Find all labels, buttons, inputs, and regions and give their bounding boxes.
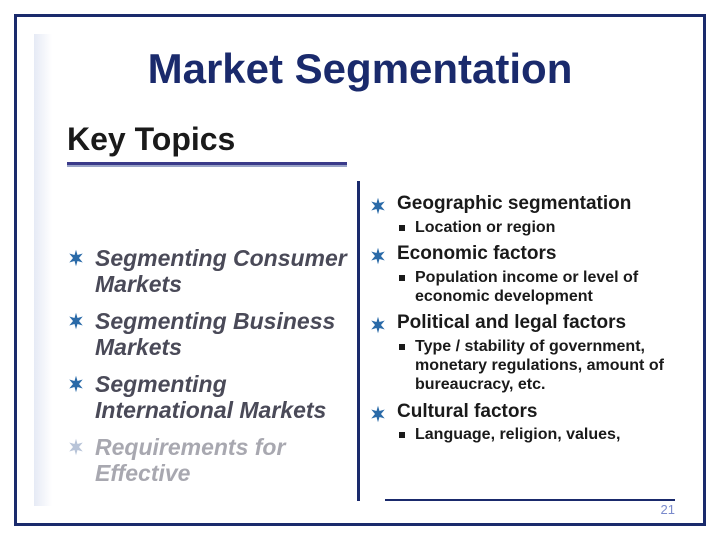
left-item: Segmenting Consumer Markets <box>67 245 357 298</box>
starburst-icon <box>369 197 387 215</box>
slide-title: Market Segmentation <box>17 17 703 103</box>
left-item: Segmenting International Markets <box>67 371 357 424</box>
right-heading: Cultural factors <box>397 401 537 424</box>
sub-item: Type / stability of government, monetary… <box>369 337 679 395</box>
subtitle-rule-light <box>67 165 347 167</box>
right-item: Economic factors Population income or le… <box>369 243 679 306</box>
sub-item-text: Location or region <box>415 218 555 237</box>
right-item: Political and legal factors Type / stabi… <box>369 312 679 394</box>
right-heading: Political and legal factors <box>397 312 626 335</box>
right-item: Geographic segmentation Location or regi… <box>369 193 679 237</box>
square-bullet-icon <box>399 275 405 281</box>
square-bullet-icon <box>399 344 405 350</box>
starburst-icon <box>67 438 85 456</box>
right-column: Geographic segmentation Location or regi… <box>357 193 703 513</box>
starburst-icon <box>67 375 85 393</box>
bottom-rule-right <box>385 499 675 501</box>
right-heading: Geographic segmentation <box>397 193 631 216</box>
starburst-icon <box>369 247 387 265</box>
left-item-text: Requirements for Effective <box>95 434 357 487</box>
left-item-text: Segmenting International Markets <box>95 371 357 424</box>
sub-item-text: Population income or level of economic d… <box>415 268 679 306</box>
sub-item-text: Language, religion, values, <box>415 425 620 444</box>
left-item-text: Segmenting Consumer Markets <box>95 245 357 298</box>
left-item: Requirements for Effective <box>67 434 357 487</box>
square-bullet-icon <box>399 432 405 438</box>
square-bullet-icon <box>399 225 405 231</box>
subtitle-block: Key Topics <box>67 121 347 167</box>
sub-item: Location or region <box>369 218 679 237</box>
left-item: Segmenting Business Markets <box>67 308 357 361</box>
starburst-icon <box>369 405 387 423</box>
sub-item-text: Type / stability of government, monetary… <box>415 337 679 395</box>
starburst-icon <box>67 249 85 267</box>
slide-frame: Market Segmentation Key Topics Segmentin… <box>14 14 706 526</box>
starburst-icon <box>369 316 387 334</box>
subtitle-text: Key Topics <box>67 121 347 162</box>
left-column: Segmenting Consumer Markets Segmenting B… <box>17 193 357 513</box>
sub-item: Language, religion, values, <box>369 425 679 444</box>
sub-item: Population income or level of economic d… <box>369 268 679 306</box>
left-item-text: Segmenting Business Markets <box>95 308 357 361</box>
content-columns: Segmenting Consumer Markets Segmenting B… <box>17 193 703 513</box>
right-item: Cultural factors Language, religion, val… <box>369 401 679 445</box>
right-heading: Economic factors <box>397 243 556 266</box>
starburst-icon <box>67 312 85 330</box>
page-number: 21 <box>661 502 675 517</box>
